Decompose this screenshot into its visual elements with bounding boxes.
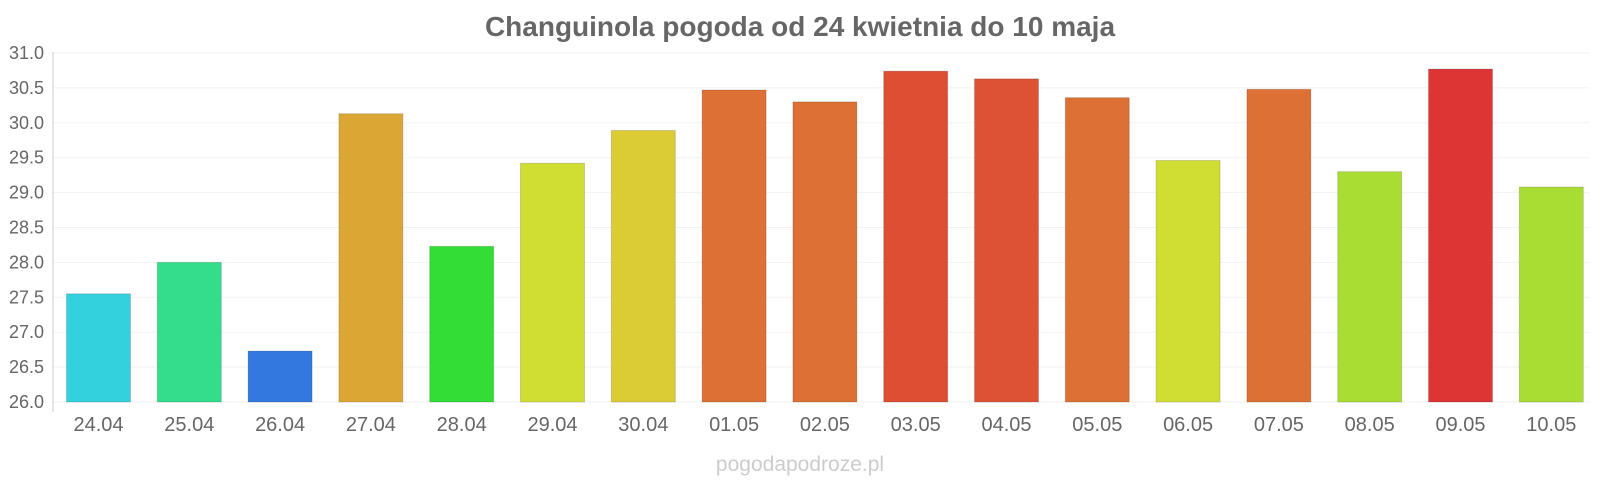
bar-06.05	[1155, 159, 1221, 403]
bar-24.04	[66, 293, 131, 403]
x-tick-label: 24.04	[73, 414, 123, 436]
bar-09.05	[1428, 68, 1493, 403]
y-tick-label: 30.0	[9, 113, 44, 133]
x-tick-label: 04.05	[981, 414, 1031, 436]
x-tick-label: 08.05	[1345, 414, 1395, 436]
bar-30.04	[610, 129, 676, 403]
bar-01.05	[701, 89, 767, 403]
bar-02.05	[792, 101, 858, 403]
x-tick-label: 10.05	[1526, 414, 1576, 436]
x-tick-label: 02.05	[800, 414, 850, 436]
bar-07.05	[1246, 88, 1312, 403]
x-tick-label: 26.04	[255, 414, 305, 436]
bar-28.04	[429, 245, 495, 403]
bar-05.05	[1064, 97, 1130, 403]
bar-27.04	[338, 113, 404, 403]
x-tick-label: 27.04	[346, 414, 396, 436]
chart-title: Changuinola pogoda od 24 kwietnia do 10 …	[485, 11, 1116, 42]
bars	[66, 68, 1584, 403]
x-tick-label: 28.04	[437, 414, 487, 436]
bar-26.04	[247, 350, 313, 403]
x-tick-label: 05.05	[1072, 414, 1122, 436]
x-tick-label: 07.05	[1254, 414, 1304, 436]
y-tick-label: 31.0	[9, 43, 44, 63]
y-tick-label: 26.0	[9, 392, 44, 412]
x-tick-label: 29.04	[527, 414, 577, 436]
y-tick-label: 28.0	[9, 252, 44, 272]
y-tick-label: 26.5	[9, 357, 44, 377]
bar-25.04	[156, 261, 222, 403]
bar-29.04	[520, 162, 585, 403]
x-tick-label: 03.05	[891, 414, 941, 436]
bar-04.05	[974, 78, 1039, 403]
x-axis-ticks: 24.04 25.04 26.04 27.04 28.04 29.04 30.04 01.05…	[73, 414, 1576, 436]
watermark: pogodapodroze.pl	[716, 453, 884, 476]
bar-03.05	[883, 70, 949, 403]
y-tick-label: 27.0	[9, 322, 44, 342]
bar-08.05	[1337, 171, 1403, 403]
x-tick-label: 25.04	[164, 414, 214, 436]
bar-10.05	[1518, 186, 1584, 403]
y-tick-label: 29.5	[9, 148, 44, 168]
y-tick-label: 29.0	[9, 183, 44, 203]
y-tick-label: 27.5	[9, 287, 44, 307]
y-axis-ticks: 26.0 26.5 27.0 27.5 28.0 28.5 29.0 29.5 30.0 30.5…	[9, 43, 44, 412]
y-tick-label: 30.5	[9, 78, 44, 98]
x-tick-label: 01.05	[709, 414, 759, 436]
x-tick-label: 06.05	[1163, 414, 1213, 436]
x-tick-label: 09.05	[1435, 414, 1485, 436]
y-tick-label: 28.5	[9, 218, 44, 238]
x-tick-label: 30.04	[618, 414, 668, 436]
